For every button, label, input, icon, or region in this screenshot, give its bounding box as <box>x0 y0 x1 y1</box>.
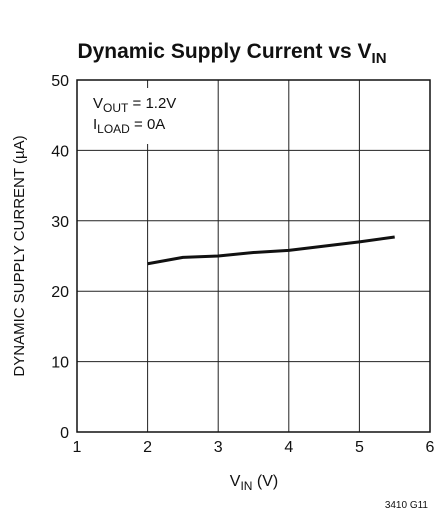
title-text: Dynamic Supply Current vs V <box>77 40 371 63</box>
chart-title: Dynamic Supply Current vs VIN <box>77 40 386 67</box>
y-tick-label: 50 <box>51 73 69 90</box>
annotation-rest: = 0A <box>130 116 165 133</box>
x-tick-label: 4 <box>284 439 293 456</box>
xlabel-sub: IN <box>240 479 252 493</box>
title-sub: IN <box>372 50 387 67</box>
annotation-box <box>85 88 207 144</box>
annotation-sub: LOAD <box>97 122 130 136</box>
y-tick-label: 40 <box>51 143 69 160</box>
plot-frame <box>76 79 431 433</box>
y-axis-label: DYNAMIC SUPPLY CURRENT (µA) <box>11 135 28 376</box>
y-tick-label: 0 <box>60 425 69 442</box>
x-tick-label: 2 <box>143 439 152 456</box>
x-tick-label: 5 <box>355 439 364 456</box>
footnote: 3410 G11 <box>385 500 429 511</box>
annotation-sub: OUT <box>103 101 129 115</box>
data-line <box>147 235 395 266</box>
annotation: VOUT = 1.2V <box>93 95 176 115</box>
x-tick-label: 1 <box>73 439 82 456</box>
y-tick-label: 30 <box>51 214 69 231</box>
annotation-text: I <box>93 116 97 133</box>
x-axis-label: VIN (V) <box>230 473 278 493</box>
y-tick-label: 20 <box>51 284 69 301</box>
annotation-rest: = 1.2V <box>128 95 176 112</box>
xlabel-rest: (V) <box>252 473 278 490</box>
y-tick-label: 10 <box>51 355 69 372</box>
xlabel-text: V <box>230 473 241 490</box>
x-tick-label: 3 <box>214 439 223 456</box>
x-tick-label: 6 <box>426 439 435 456</box>
annotation: ILOAD = 0A <box>93 116 165 136</box>
annotation-text: V <box>93 95 103 112</box>
